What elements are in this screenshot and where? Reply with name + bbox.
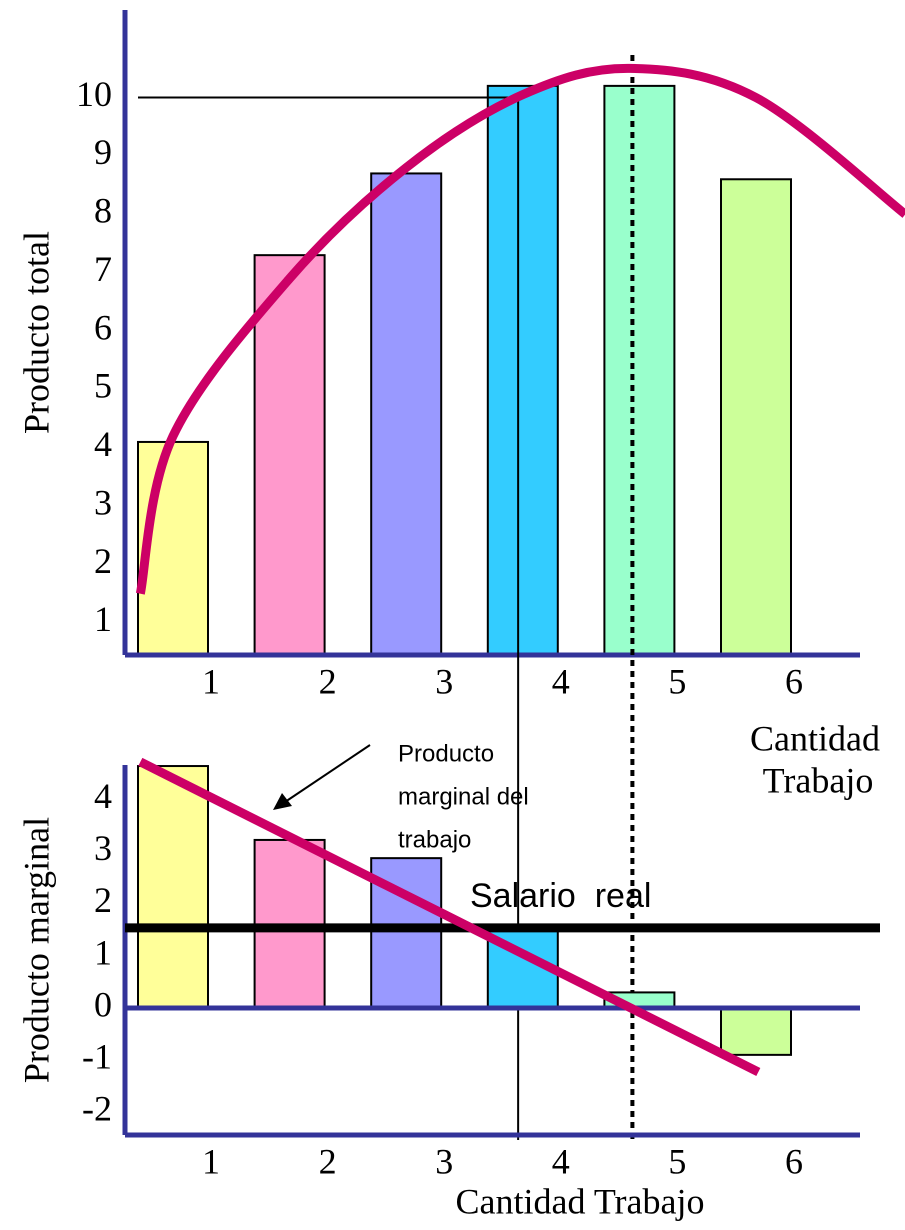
y-tick-label: 2 [94, 880, 112, 920]
bar [720, 178, 792, 656]
x-tick-label: 4 [552, 1141, 570, 1181]
y-tick-label: 1 [94, 599, 112, 639]
bar [137, 765, 209, 1010]
y-axis-label: Producto marginal [16, 817, 56, 1083]
y-tick-label: 4 [94, 776, 112, 816]
y-tick-label: 3 [94, 482, 112, 522]
y-tick-label: 3 [94, 828, 112, 868]
x-axis-label: Cantidad Trabajo [456, 1181, 705, 1221]
x-tick-label: 5 [668, 1141, 686, 1181]
y-tick-label: 1 [94, 932, 112, 972]
y-tick-label: 8 [94, 191, 112, 231]
x-tick-label: 1 [202, 661, 220, 701]
bar [486, 84, 559, 657]
bar [370, 172, 443, 657]
annotation: marginal del [398, 783, 529, 810]
curve [138, 757, 761, 1077]
x-tick-label: 2 [319, 661, 337, 701]
x-axis-label: Trabajo [763, 760, 874, 800]
x-tick-label: 5 [668, 661, 686, 701]
y-tick-label: 6 [94, 307, 112, 347]
y-tick-label: 2 [94, 541, 112, 581]
x-axis-label: Cantidad [750, 718, 880, 758]
x-tick-label: 4 [552, 661, 570, 701]
y-axis-label: Producto total [16, 231, 56, 434]
y-tick-label: 10 [76, 74, 112, 114]
x-tick-label: 1 [202, 1141, 220, 1181]
bar [720, 1007, 792, 1056]
bar [253, 254, 326, 656]
y-tick-label: 7 [94, 249, 112, 289]
x-tick-label: 6 [785, 1141, 803, 1181]
arrow-line [284, 744, 371, 803]
x-tick-label: 2 [319, 1141, 337, 1181]
x-tick-label: 3 [435, 1141, 453, 1181]
y-tick-label: 0 [94, 984, 112, 1024]
y-tick-label: -2 [82, 1088, 112, 1128]
curve [135, 63, 905, 595]
annotation: Producto [398, 740, 494, 767]
wage-label: Salario real [470, 877, 651, 915]
arrow-head [273, 793, 292, 810]
annotation: trabajo [398, 826, 471, 853]
y-tick-label: -1 [82, 1036, 112, 1076]
y-tick-label: 4 [94, 424, 112, 464]
y-tick-label: 5 [94, 366, 112, 406]
x-tick-label: 6 [785, 661, 803, 701]
x-tick-label: 3 [435, 661, 453, 701]
y-tick-label: 9 [94, 132, 112, 172]
bar [603, 84, 676, 657]
